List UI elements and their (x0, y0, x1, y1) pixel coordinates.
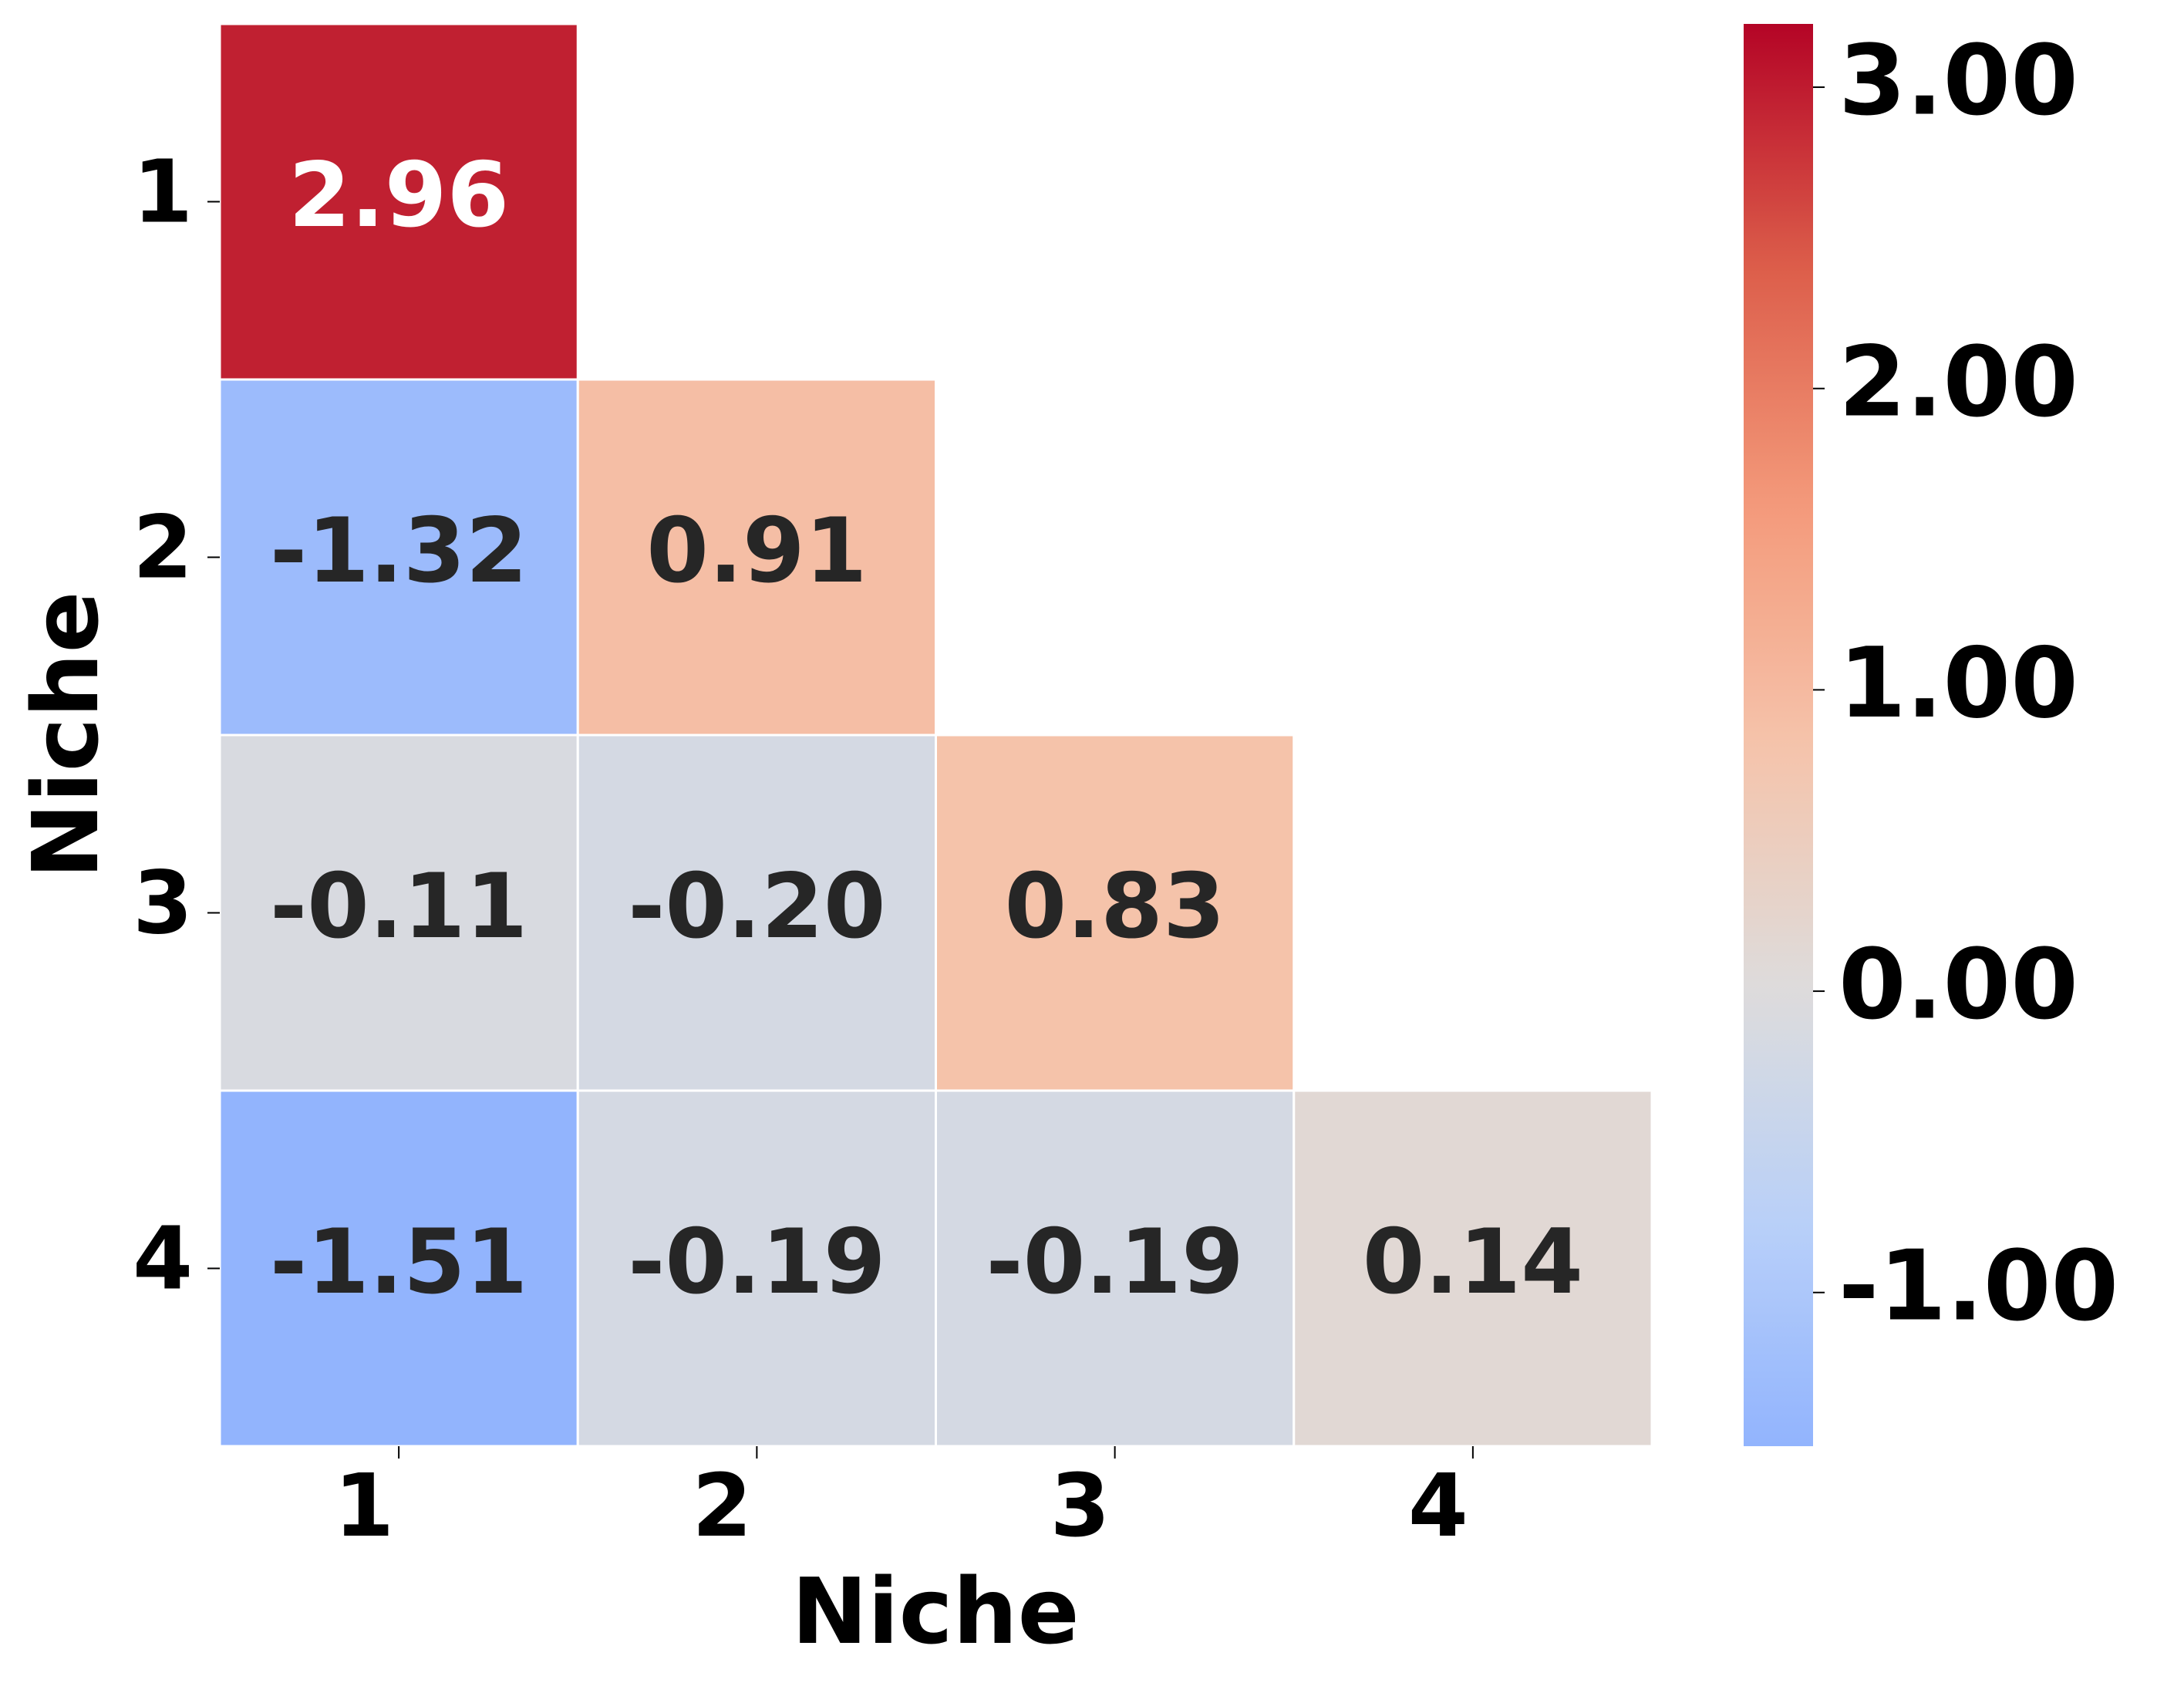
y-tick-label: 1 (133, 142, 193, 242)
cell-label: 0.91 (646, 499, 867, 603)
heatmap-cell (218, 734, 579, 1092)
cell-label: -0.19 (628, 1210, 885, 1314)
y-axis-title: Niche (12, 591, 119, 879)
heatmap-cell (218, 378, 579, 737)
heatmap-cell (576, 1089, 937, 1448)
heatmap-cell (218, 22, 579, 381)
x-tick-label: 2 (692, 1456, 752, 1556)
colorbar-tick-label: 2.00 (1839, 325, 2078, 438)
colorbar-tick-label: 3.00 (1839, 24, 2078, 137)
colorbar (1744, 24, 1813, 1446)
cell-label: -1.51 (270, 1210, 527, 1314)
heatmap-cell (935, 734, 1296, 1092)
heatmap-cell (576, 378, 937, 737)
cell-label: 0.14 (1363, 1210, 1583, 1314)
cell-label: -0.19 (986, 1210, 1243, 1314)
heatmap-cell (1293, 1089, 1653, 1448)
cell-label: 0.83 (1005, 855, 1225, 959)
x-axis-title: Niche (791, 1558, 1079, 1664)
y-tick-label: 3 (133, 853, 193, 953)
y-tick-label: 2 (133, 497, 193, 598)
x-tick-label: 3 (1050, 1456, 1111, 1556)
y-tick-label: 4 (133, 1209, 193, 1309)
colorbar-tick-label: 1.00 (1839, 626, 2078, 740)
cell-label: -0.11 (270, 855, 527, 959)
cell-label: -0.20 (628, 855, 885, 959)
cell-label: -1.32 (270, 499, 527, 603)
heatmap-cell (218, 1089, 579, 1448)
colorbar-tick-label: -1.00 (1839, 1229, 2118, 1342)
x-tick-label: 4 (1408, 1456, 1468, 1556)
heatmap-cell (576, 734, 937, 1092)
cell-label: 2.96 (288, 143, 509, 248)
x-tick-label: 1 (334, 1456, 394, 1556)
colorbar-tick-label: 0.00 (1839, 928, 2078, 1041)
